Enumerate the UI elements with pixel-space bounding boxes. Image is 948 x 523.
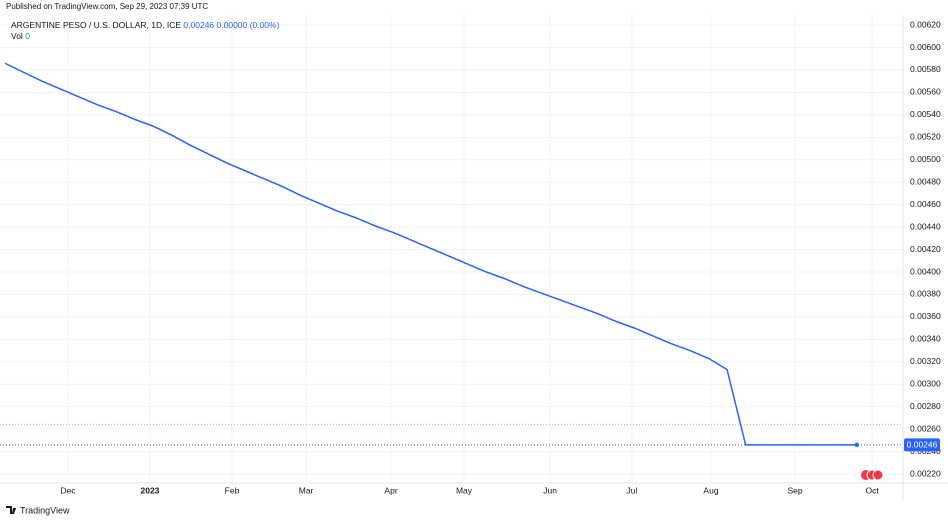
legend-change: 0.00000 (0.00%) [216, 20, 280, 30]
y-tick-label: 0.00520 [910, 132, 941, 142]
price-badge-label: 0.00246 [907, 440, 938, 450]
publisher: Published on TradingView.com, Sep 29, 20… [6, 2, 208, 11]
y-tick-label: 0.00320 [910, 356, 941, 366]
y-tick-label: 0.00300 [910, 378, 941, 388]
brand-logo [6, 506, 16, 514]
y-tick-label: 0.00620 [910, 19, 941, 29]
y-tick-label: 0.00600 [910, 42, 941, 52]
legend-symbol: ARGENTINE PESO / U.S. DOLLAR, 1D, ICE [11, 20, 182, 30]
x-tick-label: Aug [703, 485, 718, 495]
price-line [4, 62, 857, 446]
y-tick-label: 0.00420 [910, 244, 941, 254]
plot-area [0, 15, 903, 483]
y-tick-label: 0.00460 [910, 199, 941, 209]
y-tick-label: 0.00580 [910, 64, 941, 74]
x-tick-label: Oct [865, 485, 879, 495]
x-tick-label: Dec [60, 485, 76, 495]
volume-label: Vol [11, 31, 23, 41]
x-tick-label: Jun [543, 485, 557, 495]
y-tick-label: 0.00480 [910, 176, 941, 186]
x-tick-label: Feb [225, 485, 240, 495]
x-tick-label: May [456, 485, 473, 495]
x-tick-label: Apr [384, 485, 397, 495]
volume-value: 0 [25, 31, 30, 41]
flag-icon [861, 469, 884, 481]
y-tick-label: 0.00400 [910, 266, 941, 276]
x-tick-label: Jul [626, 485, 637, 495]
y-tick-label: 0.00260 [910, 423, 941, 433]
last-point [854, 442, 859, 448]
y-tick-label: 0.00440 [910, 221, 941, 231]
y-tick-label: 0.00540 [910, 109, 941, 119]
y-tick-label: 0.00220 [910, 468, 941, 478]
legend: ARGENTINE PESO / U.S. DOLLAR, 1D, ICE 0.… [11, 20, 279, 30]
y-tick-label: 0.00500 [910, 154, 941, 164]
y-tick-label: 0.00280 [910, 401, 941, 411]
x-tick-label: 2023 [141, 485, 160, 495]
y-tick-label: 0.00380 [910, 289, 941, 299]
x-tick-label: Mar [299, 485, 314, 495]
legend-price: 0.00246 [183, 20, 215, 30]
price-badge [904, 438, 940, 452]
legend-volume: Vol 0 [11, 31, 30, 41]
y-tick-label: 0.00340 [910, 334, 941, 344]
y-tick-label: 0.00560 [910, 87, 941, 97]
x-tick-label: Sep [787, 485, 802, 495]
brand: TradingView [20, 505, 70, 515]
y-tick-label: 0.00360 [910, 311, 941, 321]
